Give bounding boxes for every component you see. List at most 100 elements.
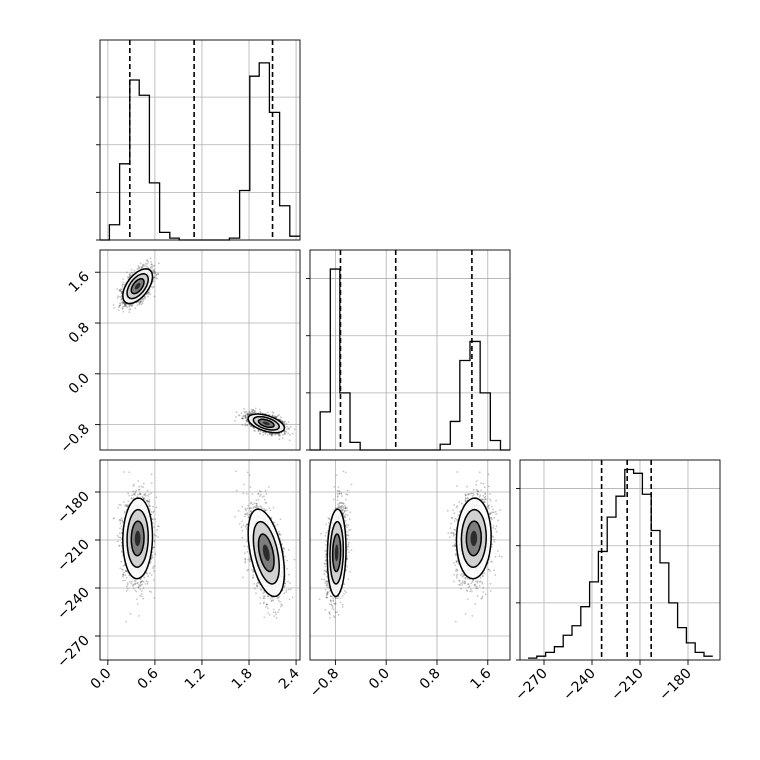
sample-point: [287, 432, 289, 435]
panel-frame: [519, 459, 721, 661]
hist-panel-1: [306, 249, 511, 451]
sample-point: [141, 302, 144, 305]
sample-point: [122, 301, 124, 304]
sample-point: [153, 276, 155, 278]
sample-point: [117, 295, 119, 298]
sample-point: [150, 265, 153, 268]
sample-point: [147, 295, 149, 298]
scatter-panel-2-0: [99, 459, 301, 661]
sample-point: [136, 268, 139, 270]
sample-point: [125, 305, 127, 307]
sample-point: [121, 284, 124, 286]
sample-point: [153, 276, 156, 278]
sample-point: [118, 289, 121, 291]
sample-point: [121, 301, 123, 304]
sample-point: [121, 286, 124, 288]
sample-point: [259, 433, 262, 435]
sample-point: [119, 290, 122, 293]
sample-point: [129, 308, 132, 310]
sample-point: [291, 432, 294, 435]
sample-point: [157, 536, 160, 538]
sample-point: [150, 263, 153, 266]
sample-point: [142, 297, 145, 300]
sample-point: [120, 560, 123, 563]
sample-point: [152, 265, 155, 267]
sample-point: [157, 272, 159, 275]
sample-point: [122, 278, 125, 280]
sample-point: [123, 571, 125, 574]
sample-point: [260, 411, 262, 414]
sample-point: [122, 302, 125, 304]
sample-point: [153, 276, 156, 279]
panel-frame: [309, 249, 511, 451]
sample-point: [289, 425, 292, 428]
sample-point: [253, 429, 256, 432]
sample-point: [286, 428, 289, 430]
sample-point: [146, 259, 149, 262]
sample-point: [267, 411, 269, 414]
sample-point: [146, 582, 149, 585]
sample-point: [248, 411, 251, 414]
sample-point: [133, 269, 136, 272]
sample-point: [155, 273, 158, 276]
sample-point: [112, 304, 115, 306]
panel-frame: [99, 39, 301, 241]
sample-point: [278, 438, 281, 440]
sample-point: [151, 286, 154, 289]
sample-point: [119, 567, 122, 570]
sample-point: [147, 261, 150, 264]
sample-point: [127, 500, 130, 503]
sample-point: [140, 593, 143, 595]
sample-point: [131, 303, 134, 306]
sample-point: [124, 303, 127, 306]
sample-point: [266, 434, 269, 436]
sample-point: [273, 415, 276, 418]
sample-point: [149, 293, 152, 295]
sample-point: [131, 271, 134, 274]
sample-point: [143, 263, 145, 266]
sample-point: [130, 268, 133, 271]
sample-point: [122, 281, 125, 284]
sample-point: [287, 421, 290, 423]
sample-point: [128, 311, 131, 314]
sample-point: [152, 567, 155, 570]
sample-point: [150, 574, 153, 576]
sample-point: [137, 265, 140, 267]
sample-point: [138, 303, 141, 305]
sample-point: [135, 489, 138, 492]
sample-point: [275, 416, 277, 418]
sample-point: [284, 420, 286, 423]
sample-point: [152, 268, 155, 271]
sample-point: [136, 304, 139, 306]
sample-point: [288, 428, 290, 431]
sample-point: [157, 273, 160, 276]
sample-point: [246, 413, 249, 416]
sample-point: [129, 275, 131, 277]
sample-point: [122, 310, 125, 313]
sample-point: [139, 262, 142, 265]
sample-point: [245, 420, 248, 422]
sample-point: [128, 275, 131, 278]
sample-point: [126, 271, 128, 274]
sample-point: [129, 273, 132, 276]
sample-point: [144, 264, 147, 267]
sample-point: [153, 264, 156, 267]
sample-point: [137, 266, 140, 269]
sample-point: [141, 266, 143, 269]
sample-point: [121, 291, 123, 293]
sample-point: [241, 417, 244, 420]
sample-point: [130, 580, 133, 583]
sample-point: [123, 304, 126, 307]
sample-point: [138, 615, 140, 617]
sample-point: [155, 277, 157, 279]
sample-point: [113, 306, 115, 309]
sample-point: [154, 272, 157, 274]
sample-point: [264, 433, 267, 435]
sample-point: [122, 305, 124, 308]
sample-point: [258, 408, 261, 411]
sample-point: [149, 257, 152, 260]
sample-point: [123, 501, 125, 503]
sample-point: [119, 304, 122, 307]
sample-point: [283, 433, 286, 436]
sample-point: [272, 412, 275, 414]
